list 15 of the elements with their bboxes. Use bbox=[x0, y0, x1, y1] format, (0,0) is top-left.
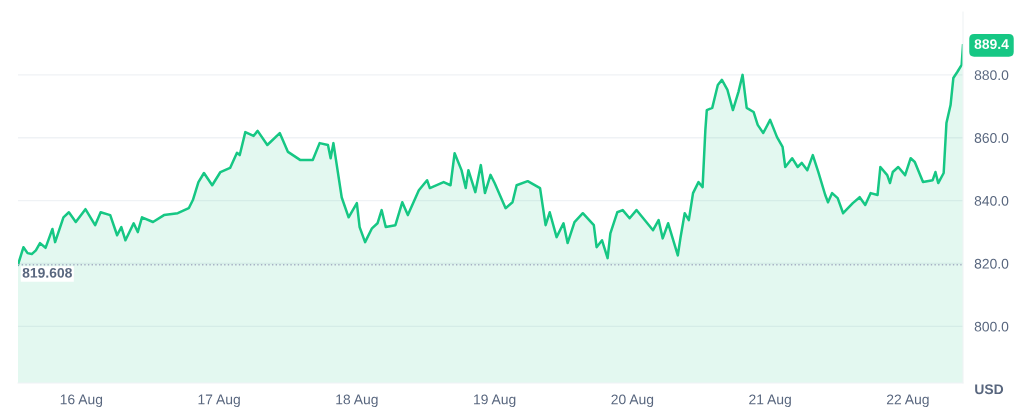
y-tick-label: 840.0 bbox=[974, 195, 1009, 206]
x-tick-label: 21 Aug bbox=[749, 394, 791, 408]
y-tick-label: 800.0 bbox=[974, 321, 1009, 332]
y-tick-label: 880.0 bbox=[974, 70, 1009, 81]
annotation: 889.4 bbox=[974, 39, 1009, 50]
x-tick-label: 18 Aug bbox=[336, 394, 378, 408]
x-tick-label: 20 Aug bbox=[611, 394, 654, 408]
x-tick-label: 19 Aug bbox=[474, 394, 516, 408]
x-tick-label: 17 Aug bbox=[198, 394, 240, 408]
ref-line-label: 819.608 bbox=[22, 267, 72, 278]
y-axis-title: USD bbox=[975, 384, 1004, 395]
y-tick-label: 820.0 bbox=[974, 258, 1009, 269]
x-tick-label: 22 Aug bbox=[886, 394, 929, 408]
x-tick-label: 16 Aug bbox=[60, 394, 103, 408]
y-tick-label: 860.0 bbox=[974, 133, 1009, 143]
